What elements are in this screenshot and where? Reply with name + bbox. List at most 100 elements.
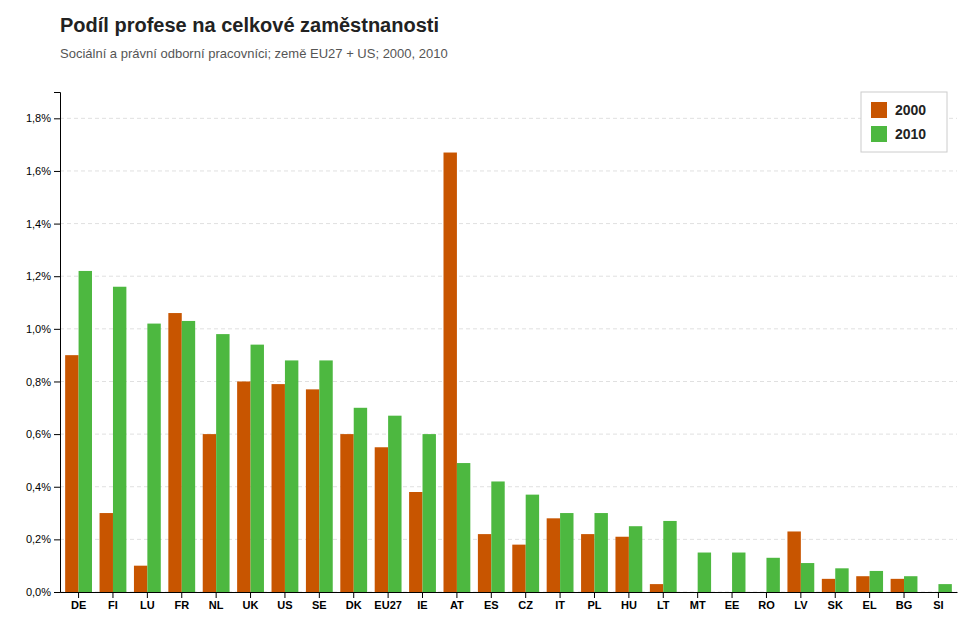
bar [766, 558, 779, 592]
bar [822, 579, 835, 592]
tick: LV [794, 592, 808, 611]
tick-label: IE [417, 599, 427, 611]
grid [60, 118, 957, 592]
tick-mark [663, 592, 664, 598]
tick-mark [869, 592, 870, 598]
bar [698, 553, 711, 592]
tick: LU [140, 592, 155, 611]
tick-label: LV [794, 599, 808, 611]
tick-mark [800, 592, 801, 598]
bar [512, 545, 525, 592]
tick-label: RO [758, 599, 775, 611]
tick-mark [54, 381, 60, 382]
tick-label: 1,8% [26, 112, 51, 124]
tick-mark [181, 592, 182, 598]
tick-mark [319, 592, 320, 598]
bar [203, 434, 216, 592]
bar [904, 576, 917, 592]
tick-label: SE [312, 599, 327, 611]
tick-label: US [277, 599, 292, 611]
legend-item: 2010 [871, 126, 926, 142]
tick-mark [697, 592, 698, 598]
tick-label: CZ [518, 599, 533, 611]
bar [526, 495, 539, 592]
tick-label: FR [174, 599, 189, 611]
tick-label: HU [621, 599, 637, 611]
bar [719, 592, 732, 593]
bar [478, 534, 491, 592]
tick-label: DK [346, 599, 362, 611]
tick: UK [243, 592, 259, 611]
tick-label: 1,4% [26, 218, 51, 230]
bar [65, 355, 78, 592]
tick: FI [108, 592, 118, 611]
tick: 0,2% [26, 533, 60, 545]
tick: LT [657, 592, 670, 611]
tick: SI [933, 592, 943, 611]
tick: SK [828, 592, 843, 611]
tick: US [277, 592, 292, 611]
bar [285, 360, 298, 592]
bar [650, 584, 663, 592]
bar [787, 531, 800, 592]
bar [891, 579, 904, 592]
tick-mark [54, 118, 60, 119]
bar [113, 287, 126, 592]
tick: BG [896, 592, 913, 611]
tick-mark [388, 592, 389, 598]
tick-mark [904, 592, 905, 598]
tick-mark [284, 592, 285, 598]
bar [340, 434, 353, 592]
tick-mark [628, 592, 629, 598]
tick: NL [209, 592, 224, 611]
legend-label: 2000 [895, 102, 926, 118]
tick-mark [54, 592, 60, 593]
tick: 0,0% [26, 586, 60, 598]
tick-label: SI [933, 599, 943, 611]
tick: 1,2% [26, 270, 60, 282]
tick-label: FI [108, 599, 118, 611]
tick: EU27 [374, 592, 402, 611]
bar [306, 389, 319, 592]
tick-mark [353, 592, 354, 598]
tick: DK [346, 592, 362, 611]
bar [560, 513, 573, 592]
bar [732, 553, 745, 592]
bar [629, 526, 642, 592]
tick-mark [147, 592, 148, 598]
bar [423, 434, 436, 592]
tick: IT [555, 592, 565, 611]
bar [581, 534, 594, 592]
tick-mark [54, 329, 60, 330]
x-axis: DEFILUFRNLUKUSSEDKEU27IEATESCZITPLHULTMT… [61, 592, 958, 611]
legend-swatch [871, 102, 887, 118]
tick: HU [621, 592, 637, 611]
bar [182, 321, 195, 592]
bar [388, 416, 401, 592]
bar [457, 463, 470, 592]
bar [409, 492, 422, 592]
tick-mark [54, 224, 60, 225]
tick-mark [560, 592, 561, 598]
tick: 1,0% [26, 323, 60, 335]
tick: SE [312, 592, 327, 611]
y-axis: 0,0%0,2%0,4%0,6%0,8%1,0%1,2%1,4%1,6%1,8% [26, 93, 61, 599]
bar [684, 592, 697, 593]
bar [272, 384, 285, 592]
axis-line [54, 93, 61, 593]
tick-mark [491, 592, 492, 598]
legend-label: 2010 [895, 126, 926, 142]
tick-label: 0,8% [26, 375, 51, 387]
tick-mark [54, 171, 60, 172]
tick-label: PL [587, 599, 601, 611]
tick-mark [54, 539, 60, 540]
legend: 2000 2010 [861, 92, 947, 152]
tick: DE [71, 592, 86, 611]
tick-label: MT [690, 599, 706, 611]
bar [938, 584, 951, 592]
tick-label: SK [828, 599, 843, 611]
bar [491, 481, 504, 592]
grid-line [60, 118, 957, 119]
subtitle: Sociální a právní odborní pracovníci; ze… [60, 46, 448, 61]
bar-series [65, 153, 904, 592]
